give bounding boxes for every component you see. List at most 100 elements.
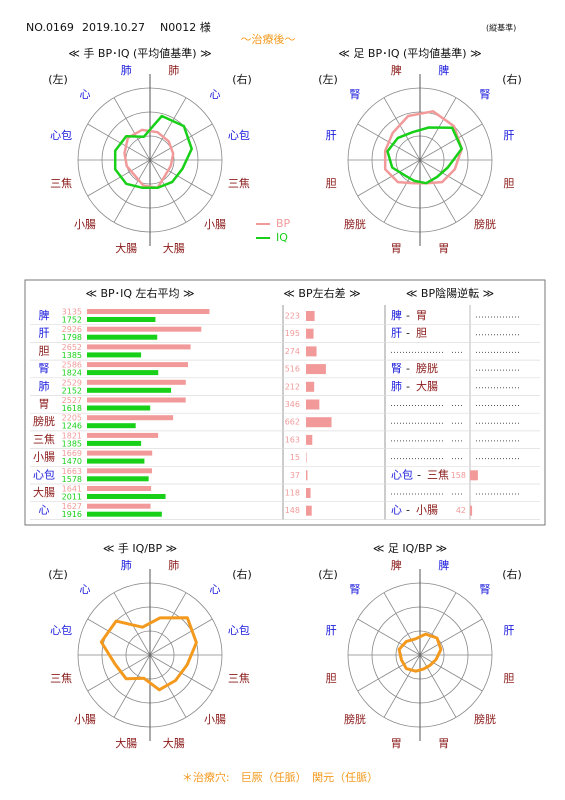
- axis-label: 心: [79, 88, 90, 101]
- radar-line: [386, 126, 463, 185]
- spoke: [419, 654, 457, 718]
- spoke: [87, 123, 151, 161]
- iq-bar: [87, 352, 142, 358]
- organ: 心包: [33, 468, 55, 481]
- reversal-sep: -: [406, 362, 410, 375]
- iq-bar: [87, 334, 158, 340]
- date: 2019.10.27: [82, 21, 145, 34]
- axis-label: 心: [79, 583, 90, 596]
- axis-label: 脾: [391, 63, 402, 77]
- diff-value: 223: [285, 312, 300, 321]
- spoke: [383, 97, 421, 161]
- chart-title: ≪ 足 BP･IQ (平均値基準) ≫: [338, 46, 481, 60]
- spoke: [383, 592, 421, 656]
- reversal-yin: 脾: [391, 308, 402, 322]
- axis-label: 三焦: [50, 177, 72, 190]
- axis-label: 胆: [326, 672, 337, 685]
- axis-label: 小腸: [74, 713, 96, 726]
- axis-label: 三焦: [50, 672, 72, 685]
- diff-value: 195: [285, 329, 300, 338]
- diff-bar: [306, 346, 317, 357]
- reversal-sep: -: [406, 309, 410, 322]
- axis-label: 膀胱: [474, 217, 496, 231]
- reversal-sep: -: [406, 327, 410, 340]
- bp-bar: [87, 362, 189, 368]
- axis-label: 小腸: [74, 218, 96, 231]
- axis-label: 肺: [121, 64, 132, 77]
- record-no: NO.0169: [26, 21, 74, 34]
- bp-value: 1627: [62, 502, 82, 511]
- reversal-bar: [470, 470, 478, 481]
- bp-bar: [87, 432, 159, 438]
- left-label: (左): [318, 73, 338, 86]
- axis-label: 大腸: [115, 241, 137, 255]
- axis-label: 脾: [391, 558, 402, 572]
- organ: 肺: [39, 380, 50, 393]
- iq-value: 1470: [62, 457, 82, 466]
- axis-label: 肝: [503, 624, 514, 637]
- organ: 脾: [39, 308, 50, 322]
- bp-bar: [87, 486, 152, 491]
- axis-label: 肺: [168, 64, 179, 77]
- organ: 胆: [39, 344, 50, 357]
- spoke: [113, 654, 151, 718]
- diff-value: 516: [285, 365, 300, 374]
- bp-value: 2586: [62, 361, 82, 370]
- iq-value: 1246: [62, 422, 82, 431]
- bp-bar: [87, 450, 153, 456]
- bp-value: 3135: [62, 308, 82, 317]
- axis-label: 胃: [438, 737, 449, 750]
- iq-value: 1916: [62, 510, 82, 519]
- iq-bar: [87, 458, 145, 464]
- bp-bar: [87, 379, 186, 385]
- axis-label: 胆: [503, 177, 514, 190]
- radar-line: [383, 110, 463, 185]
- spoke: [419, 159, 483, 197]
- right-label: (右): [232, 567, 252, 581]
- axis-label: 小腸: [204, 713, 226, 726]
- diff-bar: [306, 311, 315, 321]
- iq-bar: [87, 440, 142, 446]
- axis-label: 大腸: [115, 736, 137, 750]
- diff-value: 212: [285, 382, 300, 391]
- spoke: [419, 592, 457, 656]
- table-header: ≪ BP陰陽逆転 ≫: [406, 286, 494, 300]
- axis-label: 心包: [228, 624, 250, 637]
- diff-bar: [306, 417, 332, 428]
- organ: 膀胱: [33, 414, 55, 428]
- diff-bar: [306, 505, 312, 516]
- radar-line: [123, 128, 175, 190]
- spoke: [383, 159, 421, 223]
- bp-value: 2652: [62, 343, 82, 352]
- axis-label: 小腸: [204, 218, 226, 231]
- diff-value: 15: [290, 453, 300, 462]
- axis-label: 三焦: [228, 177, 250, 190]
- right-label: (右): [502, 72, 522, 86]
- right-label: (右): [232, 72, 252, 86]
- axis-label: 胆: [503, 672, 514, 685]
- diff-bar: [306, 488, 311, 498]
- diff-value: 163: [285, 435, 300, 444]
- bp-value: 1669: [62, 449, 82, 458]
- diff-bar: [306, 452, 307, 463]
- iq-value: 1578: [62, 475, 82, 484]
- legend-label: IQ: [276, 231, 288, 244]
- spoke: [113, 159, 151, 223]
- axis-label: 肝: [503, 129, 514, 142]
- axis-label: 心: [210, 583, 221, 596]
- spoke: [87, 618, 151, 656]
- bp-value: 1641: [62, 485, 82, 494]
- reversal-yang: 胃: [416, 309, 427, 322]
- iq-bar: [87, 370, 159, 376]
- axis-label: 大腸: [163, 241, 185, 255]
- diff-bar: [306, 470, 308, 481]
- bp-value: 2529: [62, 378, 82, 387]
- iq-value: 1385: [62, 351, 82, 360]
- chart-title: ≪ 足 IQ/BP ≫: [373, 542, 447, 555]
- bp-value: 2527: [62, 396, 82, 405]
- bp-value: 2205: [62, 414, 82, 423]
- spoke: [383, 654, 421, 718]
- bp-bar: [87, 326, 202, 332]
- spoke: [419, 618, 483, 656]
